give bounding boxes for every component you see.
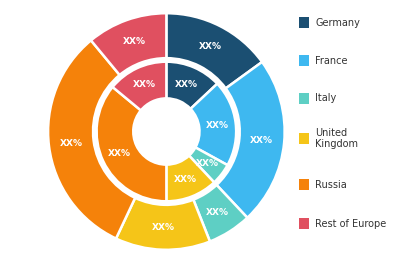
Text: XX%: XX% xyxy=(152,223,175,232)
Text: XX%: XX% xyxy=(198,42,221,51)
Wedge shape xyxy=(166,13,262,88)
FancyBboxPatch shape xyxy=(299,179,309,190)
Text: Rest of Europe: Rest of Europe xyxy=(316,219,386,229)
Text: XX%: XX% xyxy=(108,149,131,158)
Wedge shape xyxy=(116,198,210,250)
FancyBboxPatch shape xyxy=(299,133,309,144)
Wedge shape xyxy=(91,13,166,75)
Text: XX%: XX% xyxy=(206,120,229,130)
Text: France: France xyxy=(316,55,348,65)
Text: XX%: XX% xyxy=(122,37,145,46)
Text: XX%: XX% xyxy=(250,136,273,145)
Wedge shape xyxy=(48,40,135,239)
Wedge shape xyxy=(189,148,227,182)
FancyBboxPatch shape xyxy=(299,17,309,28)
Wedge shape xyxy=(166,156,214,201)
Text: XX%: XX% xyxy=(206,208,229,217)
Wedge shape xyxy=(217,62,285,218)
Text: XX%: XX% xyxy=(196,159,218,168)
Text: XX%: XX% xyxy=(133,80,156,89)
Text: XX%: XX% xyxy=(176,80,198,89)
FancyBboxPatch shape xyxy=(299,55,309,66)
Wedge shape xyxy=(112,62,166,110)
Wedge shape xyxy=(193,185,247,241)
Text: Italy: Italy xyxy=(316,93,337,103)
Wedge shape xyxy=(166,62,217,109)
Text: United
Kingdom: United Kingdom xyxy=(316,128,358,149)
FancyBboxPatch shape xyxy=(299,219,309,229)
Text: XX%: XX% xyxy=(174,175,197,184)
Text: Russia: Russia xyxy=(316,180,347,190)
Wedge shape xyxy=(96,87,166,201)
FancyBboxPatch shape xyxy=(299,93,309,104)
Text: Germany: Germany xyxy=(316,18,360,28)
Wedge shape xyxy=(190,84,236,165)
Text: XX%: XX% xyxy=(60,139,83,148)
